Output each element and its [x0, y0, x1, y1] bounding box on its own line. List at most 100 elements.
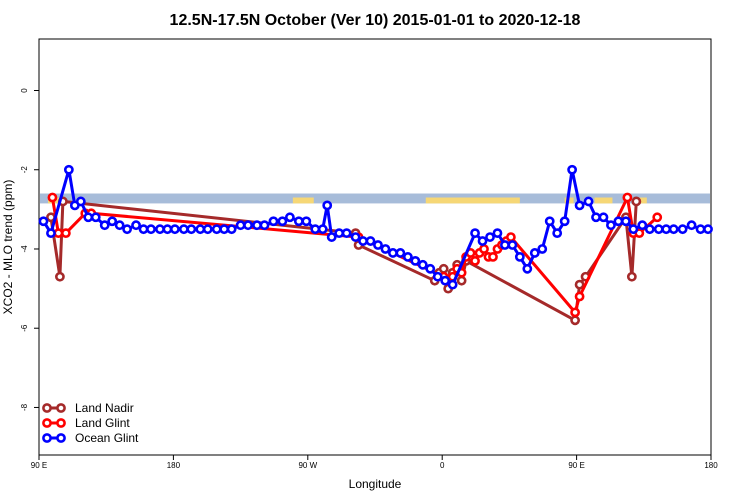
point-land-glint-27 [652, 212, 663, 223]
legend-marker-right-ocean-glint [56, 433, 66, 443]
land-segment-4 [594, 197, 613, 204]
point-ocean-glint-44 [388, 248, 398, 258]
point-ocean-glint-36 [326, 232, 337, 242]
point-ocean-glint-55 [485, 232, 495, 242]
point-ocean-glint-16 [169, 224, 180, 235]
series-land-glint [47, 192, 663, 318]
point-ocean-glint-67 [574, 200, 585, 211]
chart-title: 12.5N-17.5N October (Ver 10) 2015-01-01 … [170, 12, 581, 29]
point-ocean-glint-82 [695, 224, 706, 235]
point-land-glint-21 [505, 232, 516, 242]
plot-frame [38, 38, 712, 456]
y-tick-label-3: -6 [20, 324, 29, 332]
y-tick-label-4: -8 [20, 403, 29, 411]
point-ocean-glint-76 [644, 224, 655, 235]
point-ocean-glint-65 [559, 216, 570, 227]
point-ocean-glint-29 [277, 216, 288, 227]
ocean-band [40, 193, 710, 204]
point-ocean-glint-73 [620, 216, 631, 227]
point-ocean-glint-2 [63, 164, 74, 175]
point-ocean-glint-46 [402, 252, 413, 262]
point-ocean-glint-37 [334, 228, 345, 239]
land-segment-1 [292, 197, 314, 204]
y-tick-label-1: -2 [20, 166, 29, 174]
point-ocean-glint-59 [514, 252, 525, 262]
point-ocean-glint-11 [131, 220, 141, 231]
point-land-glint-22 [570, 307, 581, 318]
point-ocean-glint-71 [606, 220, 616, 231]
series-ocean-glint [38, 164, 713, 290]
point-ocean-glint-51 [440, 275, 451, 286]
point-land-glint-2 [60, 228, 71, 239]
point-ocean-glint-28 [268, 216, 279, 227]
point-land-glint-0 [47, 192, 58, 203]
point-ocean-glint-69 [591, 212, 601, 223]
point-ocean-glint-68 [583, 196, 594, 207]
x-tick-label-1: 180 [167, 461, 181, 470]
point-ocean-glint-83 [703, 224, 713, 235]
point-ocean-glint-61 [529, 248, 540, 258]
point-land-glint-17 [488, 252, 498, 262]
y-tick-label-0: 0 [20, 88, 29, 93]
point-land-glint-1 [53, 228, 64, 239]
x-tick-label-4: 90 E [568, 461, 584, 470]
point-land-nadir-13 [570, 315, 581, 326]
x-axis: 90 E 180 90 W 0 90 E 180 [31, 455, 718, 470]
point-ocean-glint-57 [500, 240, 510, 250]
y-axis-label: XCO2 - MLO trend (ppm) [1, 180, 15, 315]
point-ocean-glint-60 [522, 263, 533, 274]
land-segment-5 [639, 197, 647, 204]
point-ocean-glint-32 [301, 216, 312, 227]
point-ocean-glint-70 [598, 212, 609, 223]
point-ocean-glint-40 [358, 236, 368, 246]
point-ocean-glint-42 [373, 240, 383, 250]
legend-label-land-nadir: Land Nadir [75, 401, 134, 415]
point-ocean-glint-79 [668, 224, 679, 235]
point-ocean-glint-21 [211, 224, 222, 235]
point-ocean-glint-14 [155, 224, 165, 235]
legend-label-land-glint: Land Glint [75, 416, 130, 430]
point-land-nadir-17 [626, 271, 637, 282]
point-land-glint-23 [574, 291, 585, 302]
point-ocean-glint-38 [341, 228, 352, 239]
point-ocean-glint-6 [90, 212, 101, 223]
point-land-nadir-7 [438, 263, 449, 274]
legend-marker-left-ocean-glint [42, 433, 52, 443]
point-ocean-glint-58 [507, 240, 518, 250]
point-ocean-glint-27 [259, 220, 270, 231]
point-ocean-glint-81 [686, 220, 697, 231]
point-ocean-glint-19 [195, 224, 206, 235]
point-ocean-glint-10 [122, 224, 133, 235]
legend-marker-left-land-nadir [42, 403, 52, 413]
point-land-glint-15 [479, 244, 489, 254]
y-axis: 0 -2 -4 -6 -8 [20, 88, 39, 411]
point-ocean-glint-80 [677, 224, 688, 235]
point-ocean-glint-12 [138, 224, 149, 235]
point-ocean-glint-20 [202, 224, 213, 235]
point-ocean-glint-26 [252, 220, 262, 231]
point-ocean-glint-25 [243, 220, 253, 231]
point-ocean-glint-22 [219, 224, 230, 235]
point-ocean-glint-66 [567, 164, 578, 175]
point-ocean-glint-35 [322, 200, 333, 211]
point-ocean-glint-13 [146, 224, 156, 235]
point-ocean-glint-43 [380, 244, 391, 254]
x-tick-label-0: 90 E [31, 461, 47, 470]
point-ocean-glint-54 [477, 236, 488, 246]
point-ocean-glint-1 [46, 228, 56, 239]
point-ocean-glint-30 [284, 212, 295, 223]
point-ocean-glint-75 [637, 220, 648, 231]
point-ocean-glint-78 [661, 224, 672, 235]
point-ocean-glint-5 [83, 212, 94, 223]
point-ocean-glint-48 [417, 259, 428, 270]
series-layer [38, 164, 713, 326]
point-ocean-glint-31 [293, 216, 304, 227]
point-ocean-glint-33 [310, 224, 321, 235]
point-land-nadir-1 [55, 271, 65, 282]
point-ocean-glint-63 [544, 216, 555, 227]
point-ocean-glint-23 [226, 224, 237, 235]
point-ocean-glint-62 [537, 244, 548, 254]
point-ocean-glint-0 [38, 216, 49, 227]
point-land-nadir-11 [456, 275, 467, 286]
